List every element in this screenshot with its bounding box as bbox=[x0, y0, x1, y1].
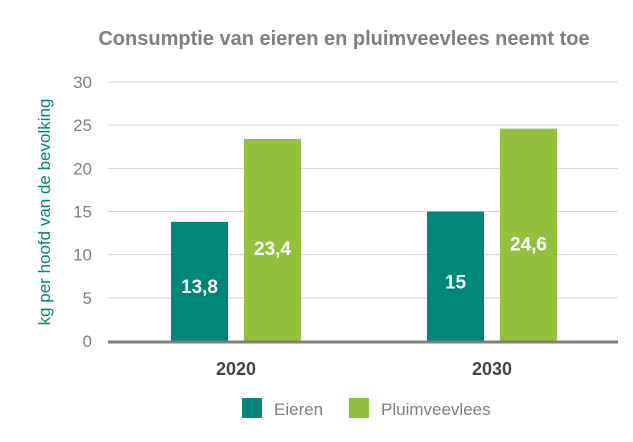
bar-pluimveevlees-2020 bbox=[244, 138, 301, 341]
data-label: 15 bbox=[445, 272, 467, 293]
y-tick-label: 0 bbox=[83, 332, 92, 351]
y-tick-label: 30 bbox=[73, 73, 92, 92]
bar-eieren-2020 bbox=[171, 221, 228, 341]
y-tick-label: 15 bbox=[73, 203, 92, 222]
bar-pluimveevlees-2030 bbox=[500, 128, 557, 341]
data-label: 13,8 bbox=[181, 277, 218, 298]
chart-title: Consumptie van eieren en pluimveevlees n… bbox=[98, 28, 589, 50]
y-tick-label: 20 bbox=[73, 159, 92, 178]
legend-swatch bbox=[349, 398, 369, 418]
y-axis-label: kg per hoofd van de bevolking bbox=[35, 99, 54, 326]
x-tick-label: 2020 bbox=[216, 359, 256, 379]
x-tick-label: 2030 bbox=[472, 359, 512, 379]
y-tick-label: 25 bbox=[73, 116, 92, 135]
data-label: 24,6 bbox=[510, 234, 547, 255]
legend-label: Eieren bbox=[274, 400, 323, 419]
data-label: 23,4 bbox=[254, 239, 291, 260]
y-tick-label: 10 bbox=[73, 246, 92, 265]
bar-eieren-2030 bbox=[427, 211, 484, 341]
legend-swatch bbox=[242, 398, 262, 418]
legend-label: Pluimveevlees bbox=[381, 400, 491, 419]
y-tick-label: 5 bbox=[83, 289, 92, 308]
